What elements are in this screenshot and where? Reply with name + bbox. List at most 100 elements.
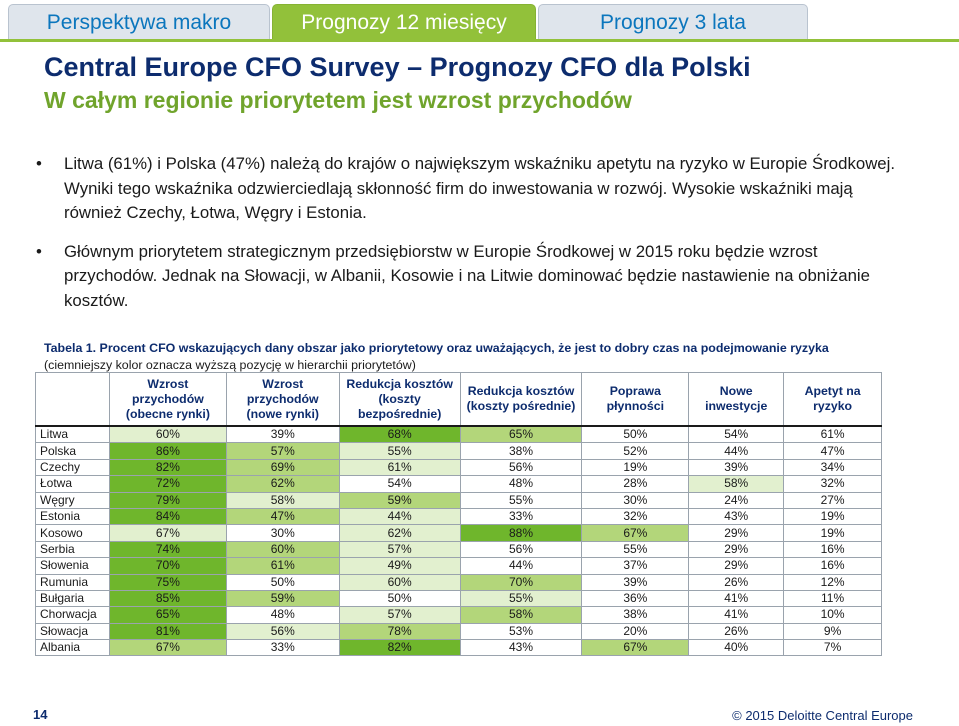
copyright-text: © 2015 Deloitte Central Europe: [732, 708, 913, 723]
table-row: Litwa 60% 39% 68% 65% 50% 54% 61%: [35, 425, 882, 444]
value-cell: 58%: [459, 606, 583, 624]
value-cell: 50%: [581, 425, 690, 444]
table-row: Polska 86% 57% 55% 38% 52% 44% 47%: [35, 442, 882, 460]
value-cell: 41%: [688, 606, 785, 624]
country-cell: Litwa: [35, 425, 110, 444]
value-cell: 56%: [459, 540, 583, 559]
value-cell: 16%: [783, 540, 882, 559]
value-cell: 11%: [783, 589, 882, 608]
value-cell: 62%: [225, 475, 340, 493]
table-row: Serbia 74% 60% 57% 56% 55% 29% 16%: [35, 540, 882, 559]
country-cell: Bułgaria: [35, 589, 110, 608]
table-caption: Tabela 1. Procent CFO wskazujących dany …: [44, 340, 924, 374]
page-subtitle: W całym regionie priorytetem jest wzrost…: [44, 87, 632, 113]
value-cell: 67%: [108, 639, 227, 657]
value-cell: 41%: [688, 589, 785, 608]
bullet-text: Litwa (61%) i Polska (47%) należą do kra…: [64, 154, 896, 222]
value-cell: 67%: [581, 639, 690, 657]
value-cell: 16%: [783, 557, 882, 575]
value-cell: 29%: [688, 557, 785, 575]
value-cell: 74%: [108, 540, 227, 559]
value-cell: 19%: [783, 524, 882, 542]
value-cell: 33%: [225, 639, 340, 657]
column-header: Nowe inwestycje: [688, 372, 785, 427]
tab-prognozy-3-lata[interactable]: Prognozy 3 lata: [538, 4, 808, 41]
page-title: Central Europe CFO Survey – Prognozy CFO…: [44, 52, 751, 82]
value-cell: 56%: [225, 622, 340, 641]
value-cell: 12%: [783, 573, 882, 591]
value-cell: 38%: [581, 606, 690, 624]
value-cell: 84%: [108, 507, 227, 526]
value-cell: 39%: [688, 458, 785, 477]
column-header: Redukcja kosztów (koszty bezpośrednie): [338, 372, 461, 427]
country-cell: Serbia: [35, 540, 110, 559]
value-cell: 10%: [783, 606, 882, 624]
value-cell: 50%: [338, 589, 461, 608]
value-cell: 30%: [225, 524, 340, 542]
country-cell: Łotwa: [35, 475, 110, 493]
value-cell: 79%: [108, 491, 227, 509]
value-cell: 48%: [225, 606, 340, 624]
country-cell: Albania: [35, 639, 110, 657]
value-cell: 44%: [459, 557, 583, 575]
value-cell: 82%: [108, 458, 227, 477]
value-cell: 32%: [783, 475, 882, 493]
value-cell: 34%: [783, 458, 882, 477]
value-cell: 50%: [225, 573, 340, 591]
value-cell: 20%: [581, 622, 690, 641]
value-cell: 43%: [459, 639, 583, 657]
value-cell: 75%: [108, 573, 227, 591]
value-cell: 52%: [581, 442, 690, 460]
value-cell: 85%: [108, 589, 227, 608]
table-row: Bułgaria 85% 59% 50% 55% 36% 41% 11%: [35, 589, 882, 608]
bullet-dot-icon: •: [36, 154, 42, 173]
value-cell: 40%: [688, 639, 785, 657]
table-row: Chorwacja 65% 48% 57% 58% 38% 41% 10%: [35, 606, 882, 624]
column-header: Wzrost przychodów (nowe rynki): [225, 372, 340, 427]
tab-bar: Perspektywa makro Prognozy 12 miesięcy P…: [0, 4, 959, 42]
table-row: Słowenia 70% 61% 49% 44% 37% 29% 16%: [35, 557, 882, 575]
table-caption-note: (ciemniejszy kolor oznacza wyższą pozycj…: [44, 358, 416, 372]
page-number: 14: [33, 707, 48, 722]
value-cell: 44%: [688, 442, 785, 460]
value-cell: 39%: [581, 573, 690, 591]
value-cell: 65%: [108, 606, 227, 624]
value-cell: 19%: [783, 507, 882, 526]
column-header: Apetyt na ryzyko: [783, 372, 882, 427]
column-header: Redukcja kosztów (koszty pośrednie): [459, 372, 583, 427]
tab-perspektywa-makro[interactable]: Perspektywa makro: [8, 4, 270, 41]
value-cell: 33%: [459, 507, 583, 526]
country-cell: Słowacja: [35, 622, 110, 641]
value-cell: 44%: [338, 507, 461, 526]
value-cell: 32%: [581, 507, 690, 526]
value-cell: 47%: [225, 507, 340, 526]
bullet-text: Głównym priorytetem strategicznym przeds…: [64, 241, 870, 310]
bullet-item: • Głównym priorytetem strategicznym prze…: [36, 240, 906, 314]
value-cell: 49%: [338, 557, 461, 575]
value-cell: 70%: [459, 573, 583, 591]
table-row: Kosowo 67% 30% 62% 88% 67% 29% 19%: [35, 524, 882, 542]
value-cell: 57%: [338, 606, 461, 624]
column-header: Wzrost przychodów (obecne rynki): [108, 372, 227, 427]
value-cell: 19%: [581, 458, 690, 477]
value-cell: 59%: [338, 491, 461, 509]
value-cell: 57%: [338, 540, 461, 559]
tab-label: Prognozy 12 miesięcy: [301, 11, 507, 34]
value-cell: 48%: [459, 475, 583, 493]
column-header: Poprawa płynności: [581, 372, 690, 427]
tab-prognozy-12-miesiecy[interactable]: Prognozy 12 miesięcy: [272, 4, 536, 41]
value-cell: 65%: [459, 425, 583, 444]
value-cell: 39%: [225, 425, 340, 444]
table-row: Rumunia 75% 50% 60% 70% 39% 26% 12%: [35, 573, 882, 591]
tab-underline: [0, 39, 959, 42]
value-cell: 72%: [108, 475, 227, 493]
value-cell: 81%: [108, 622, 227, 641]
value-cell: 29%: [688, 540, 785, 559]
value-cell: 28%: [581, 475, 690, 493]
bullet-item: • Litwa (61%) i Polska (47%) należą do k…: [36, 152, 906, 226]
value-cell: 58%: [225, 491, 340, 509]
value-cell: 38%: [459, 442, 583, 460]
value-cell: 37%: [581, 557, 690, 575]
value-cell: 53%: [459, 622, 583, 641]
table-body: Litwa 60% 39% 68% 65% 50% 54% 61% Polska 86% 57% 55…: [35, 425, 882, 657]
